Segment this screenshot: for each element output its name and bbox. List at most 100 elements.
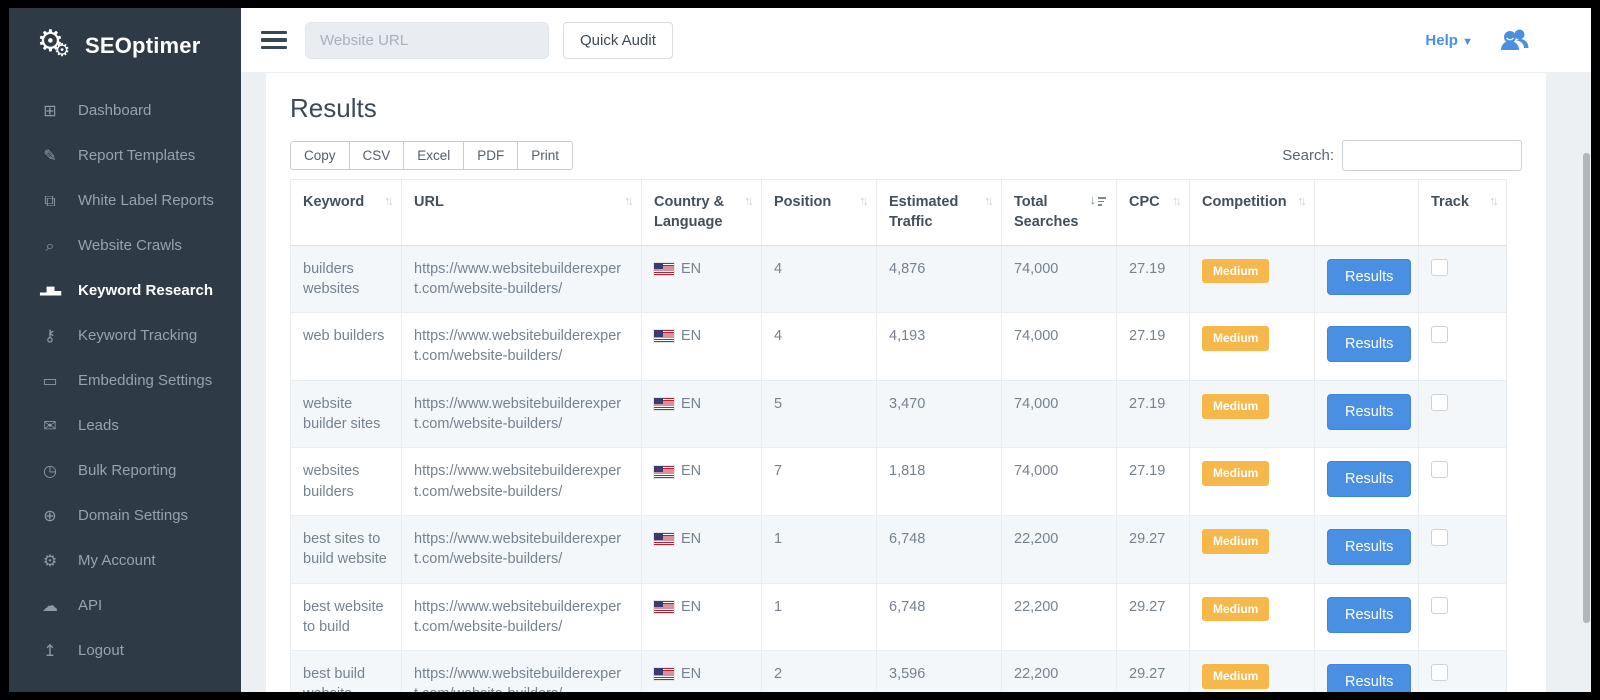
- sidebar-item-domain-settings[interactable]: ⊕Domain Settings: [9, 493, 241, 538]
- results-button[interactable]: Results: [1327, 259, 1411, 295]
- cpc-cell: 29.27: [1117, 651, 1190, 692]
- seoptimer-logo[interactable]: ⚙⚙ SEOptimer: [9, 8, 241, 82]
- column-header-url[interactable]: URL↑↓: [402, 180, 642, 246]
- track-cell: [1419, 448, 1507, 516]
- language-code: EN: [681, 597, 701, 617]
- url-cell: https://www.websitebuilderexpert.com/web…: [402, 515, 642, 583]
- language-code: EN: [681, 664, 701, 684]
- quick-audit-button[interactable]: Quick Audit: [563, 22, 673, 59]
- sidebar-item-report-templates[interactable]: ✎Report Templates: [9, 133, 241, 178]
- print-export-button[interactable]: Print: [518, 141, 573, 170]
- results-button[interactable]: Results: [1327, 326, 1411, 362]
- estimated-traffic-cell: 3,596: [877, 651, 1002, 692]
- column-label: Position: [774, 192, 859, 212]
- track-checkbox[interactable]: [1431, 394, 1448, 411]
- track-checkbox[interactable]: [1431, 259, 1448, 276]
- estimated-traffic-cell: 1,818: [877, 448, 1002, 516]
- url-cell: https://www.websitebuilderexpert.com/web…: [402, 448, 642, 516]
- sidebar-item-keyword-tracking[interactable]: ⚷Keyword Tracking: [9, 313, 241, 358]
- sidebar-item-keyword-research[interactable]: ▂▆▃Keyword Research: [9, 268, 241, 313]
- results-button[interactable]: Results: [1327, 394, 1411, 430]
- column-header-estimated-traffic[interactable]: Estimated Traffic↑↓: [877, 180, 1002, 246]
- sidebar-item-logout[interactable]: ↥Logout: [9, 628, 241, 673]
- chevron-down-icon: ▼: [1462, 36, 1473, 48]
- track-checkbox[interactable]: [1431, 461, 1448, 478]
- search-input[interactable]: [1342, 140, 1522, 171]
- url-cell: https://www.websitebuilderexpert.com/web…: [402, 380, 642, 448]
- column-label: Total Searches: [1014, 192, 1090, 233]
- sidebar-item-bulk-reporting[interactable]: ◷Bulk Reporting: [9, 448, 241, 493]
- keyword-cell: best website to build: [291, 583, 402, 651]
- action-cell: Results: [1315, 380, 1419, 448]
- account-users-icon[interactable]: [1499, 28, 1529, 52]
- total-searches-cell: 74,000: [1002, 313, 1117, 381]
- sidebar-item-leads[interactable]: ✉Leads: [9, 403, 241, 448]
- sort-icon: ↑↓: [624, 192, 631, 212]
- country-language-cell: EN: [642, 245, 762, 313]
- track-checkbox[interactable]: [1431, 597, 1448, 614]
- envelope-icon: ✉: [39, 416, 61, 435]
- cpc-cell: 29.27: [1117, 583, 1190, 651]
- country-language-cell: EN: [642, 380, 762, 448]
- track-checkbox[interactable]: [1431, 529, 1448, 546]
- results-button[interactable]: Results: [1327, 597, 1411, 633]
- table-row: websites buildershttps://www.websitebuil…: [291, 448, 1507, 516]
- excel-export-button[interactable]: Excel: [404, 141, 464, 170]
- total-searches-cell: 22,200: [1002, 515, 1117, 583]
- column-header-country-language[interactable]: Country & Language↑↓: [642, 180, 762, 246]
- sidebar-item-embedding-settings[interactable]: ▭Embedding Settings: [9, 358, 241, 403]
- pdf-export-button[interactable]: PDF: [464, 141, 518, 170]
- sidebar-item-dashboard[interactable]: ⊞Dashboard: [9, 88, 241, 133]
- sort-icon: ↑↓: [1172, 192, 1179, 212]
- competition-cell: Medium: [1190, 245, 1315, 313]
- total-searches-cell: 74,000: [1002, 380, 1117, 448]
- sidebar-item-website-crawls[interactable]: ⌕Website Crawls: [9, 223, 241, 268]
- competition-badge: Medium: [1202, 664, 1269, 689]
- column-header-total-searches[interactable]: Total Searches↓: [1002, 180, 1117, 246]
- website-url-input[interactable]: [305, 22, 549, 59]
- column-header-keyword[interactable]: Keyword↑↓: [291, 180, 402, 246]
- track-checkbox[interactable]: [1431, 326, 1448, 343]
- sidebar-item-my-account[interactable]: ⚙My Account: [9, 538, 241, 583]
- edit-icon: ✎: [39, 146, 61, 165]
- topbar: Quick Audit Help ▼: [241, 8, 1591, 73]
- column-label: Estimated Traffic: [889, 192, 984, 233]
- track-checkbox[interactable]: [1431, 664, 1448, 681]
- country-language-cell: EN: [642, 651, 762, 692]
- help-menu[interactable]: Help ▼: [1425, 32, 1473, 49]
- results-button[interactable]: Results: [1327, 529, 1411, 565]
- results-table: Keyword↑↓URL↑↓Country & Language↑↓Positi…: [290, 179, 1507, 692]
- sidebar-item-api[interactable]: ☁API: [9, 583, 241, 628]
- competition-badge: Medium: [1202, 529, 1269, 554]
- card-icon: ▭: [39, 371, 61, 390]
- results-button[interactable]: Results: [1327, 664, 1411, 692]
- content-area: Results CopyCSVExcelPDFPrint Search: Key…: [241, 73, 1591, 692]
- us-flag-icon: [654, 330, 674, 342]
- estimated-traffic-cell: 4,876: [877, 245, 1002, 313]
- column-header-position[interactable]: Position↑↓: [762, 180, 877, 246]
- position-cell: 4: [762, 313, 877, 381]
- track-cell: [1419, 245, 1507, 313]
- keyword-cell: web builders: [291, 313, 402, 381]
- column-header-competition[interactable]: Competition↑↓: [1190, 180, 1315, 246]
- cpc-cell: 29.27: [1117, 515, 1190, 583]
- scrollbar-thumb[interactable]: [1583, 153, 1590, 623]
- results-button[interactable]: Results: [1327, 461, 1411, 497]
- column-label: URL: [414, 192, 624, 212]
- competition-badge: Medium: [1202, 461, 1269, 486]
- column-header-cpc[interactable]: CPC↑↓: [1117, 180, 1190, 246]
- language-code: EN: [681, 529, 701, 549]
- search-icon: ⌕: [39, 236, 61, 256]
- menu-toggle-icon[interactable]: [261, 31, 287, 50]
- action-cell: Results: [1315, 448, 1419, 516]
- us-flag-icon: [654, 398, 674, 410]
- estimated-traffic-cell: 3,470: [877, 380, 1002, 448]
- cpc-cell: 27.19: [1117, 245, 1190, 313]
- sidebar-item-white-label-reports[interactable]: ⧉White Label Reports: [9, 178, 241, 223]
- column-header-track[interactable]: Track↑↓: [1419, 180, 1507, 246]
- table-header-row: Keyword↑↓URL↑↓Country & Language↑↓Positi…: [291, 180, 1507, 246]
- csv-export-button[interactable]: CSV: [350, 141, 405, 170]
- copy-export-button[interactable]: Copy: [290, 141, 350, 170]
- country-language-cell: EN: [642, 515, 762, 583]
- keyword-cell: best sites to build website: [291, 515, 402, 583]
